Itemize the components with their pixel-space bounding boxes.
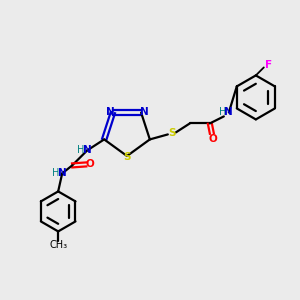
- Text: O: O: [86, 159, 94, 170]
- Text: H: H: [219, 107, 226, 117]
- Text: S: S: [123, 152, 131, 162]
- Text: N: N: [83, 146, 92, 155]
- Text: H: H: [77, 146, 85, 155]
- Text: N: N: [106, 106, 114, 117]
- Text: N: N: [58, 168, 67, 178]
- Text: N: N: [224, 107, 233, 117]
- Text: S: S: [168, 128, 176, 138]
- Text: O: O: [208, 134, 217, 144]
- Text: F: F: [265, 60, 272, 70]
- Text: N: N: [140, 106, 148, 117]
- Text: CH₃: CH₃: [49, 240, 67, 250]
- Text: H: H: [52, 168, 60, 178]
